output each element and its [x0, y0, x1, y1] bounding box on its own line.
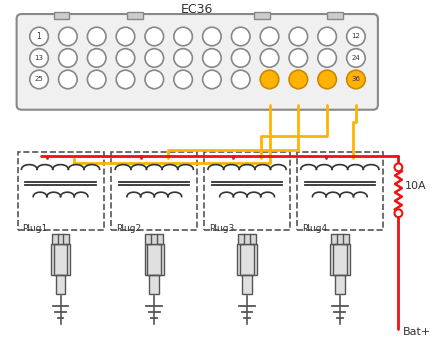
Bar: [296, 152, 382, 230]
Circle shape: [231, 27, 250, 46]
Bar: [253, 12, 269, 19]
Text: 12: 12: [351, 34, 359, 40]
Circle shape: [317, 27, 335, 46]
Circle shape: [260, 27, 278, 46]
Bar: [242, 275, 251, 294]
Bar: [237, 244, 256, 275]
Bar: [144, 244, 164, 275]
Circle shape: [174, 49, 192, 67]
Circle shape: [116, 49, 135, 67]
Circle shape: [231, 70, 250, 89]
Circle shape: [202, 27, 220, 46]
Circle shape: [346, 49, 365, 67]
Bar: [330, 234, 348, 244]
Circle shape: [202, 49, 220, 67]
Text: 13: 13: [34, 55, 43, 61]
Circle shape: [174, 70, 192, 89]
Circle shape: [30, 49, 48, 67]
Circle shape: [288, 70, 307, 89]
Circle shape: [116, 70, 135, 89]
Bar: [17, 152, 103, 230]
Text: Bat+: Bat+: [402, 327, 431, 337]
Text: Plug2: Plug2: [116, 224, 141, 233]
Text: 36: 36: [351, 76, 360, 82]
Circle shape: [116, 27, 135, 46]
Circle shape: [202, 70, 220, 89]
Bar: [238, 234, 255, 244]
Text: Plug1: Plug1: [23, 224, 48, 233]
Bar: [326, 12, 342, 19]
Text: 10A: 10A: [404, 181, 426, 192]
Circle shape: [145, 70, 163, 89]
Circle shape: [145, 49, 163, 67]
Circle shape: [231, 49, 250, 67]
Bar: [145, 234, 163, 244]
Circle shape: [288, 49, 307, 67]
Circle shape: [288, 27, 307, 46]
Bar: [204, 152, 289, 230]
Circle shape: [145, 27, 163, 46]
Circle shape: [59, 70, 77, 89]
Bar: [53, 12, 69, 19]
FancyBboxPatch shape: [16, 14, 377, 110]
Circle shape: [87, 49, 106, 67]
Circle shape: [30, 27, 48, 46]
Text: Plug4: Plug4: [301, 224, 326, 233]
Bar: [329, 244, 349, 275]
Bar: [334, 275, 344, 294]
Circle shape: [87, 70, 106, 89]
Bar: [111, 152, 197, 230]
Circle shape: [59, 27, 77, 46]
Circle shape: [394, 209, 401, 217]
Circle shape: [260, 70, 278, 89]
Bar: [149, 275, 159, 294]
Text: EC36: EC36: [181, 3, 213, 16]
Circle shape: [394, 164, 401, 171]
Circle shape: [317, 70, 335, 89]
Circle shape: [346, 70, 365, 89]
Circle shape: [174, 27, 192, 46]
Bar: [127, 12, 142, 19]
Circle shape: [317, 49, 335, 67]
Bar: [52, 234, 69, 244]
Text: 25: 25: [35, 76, 43, 82]
Bar: [56, 275, 65, 294]
Circle shape: [260, 49, 278, 67]
Circle shape: [30, 70, 48, 89]
Bar: [51, 244, 70, 275]
Text: 1: 1: [36, 32, 41, 41]
Circle shape: [87, 27, 106, 46]
Text: 24: 24: [351, 55, 359, 61]
Text: Plug3: Plug3: [208, 224, 233, 233]
Circle shape: [59, 49, 77, 67]
Circle shape: [346, 27, 365, 46]
